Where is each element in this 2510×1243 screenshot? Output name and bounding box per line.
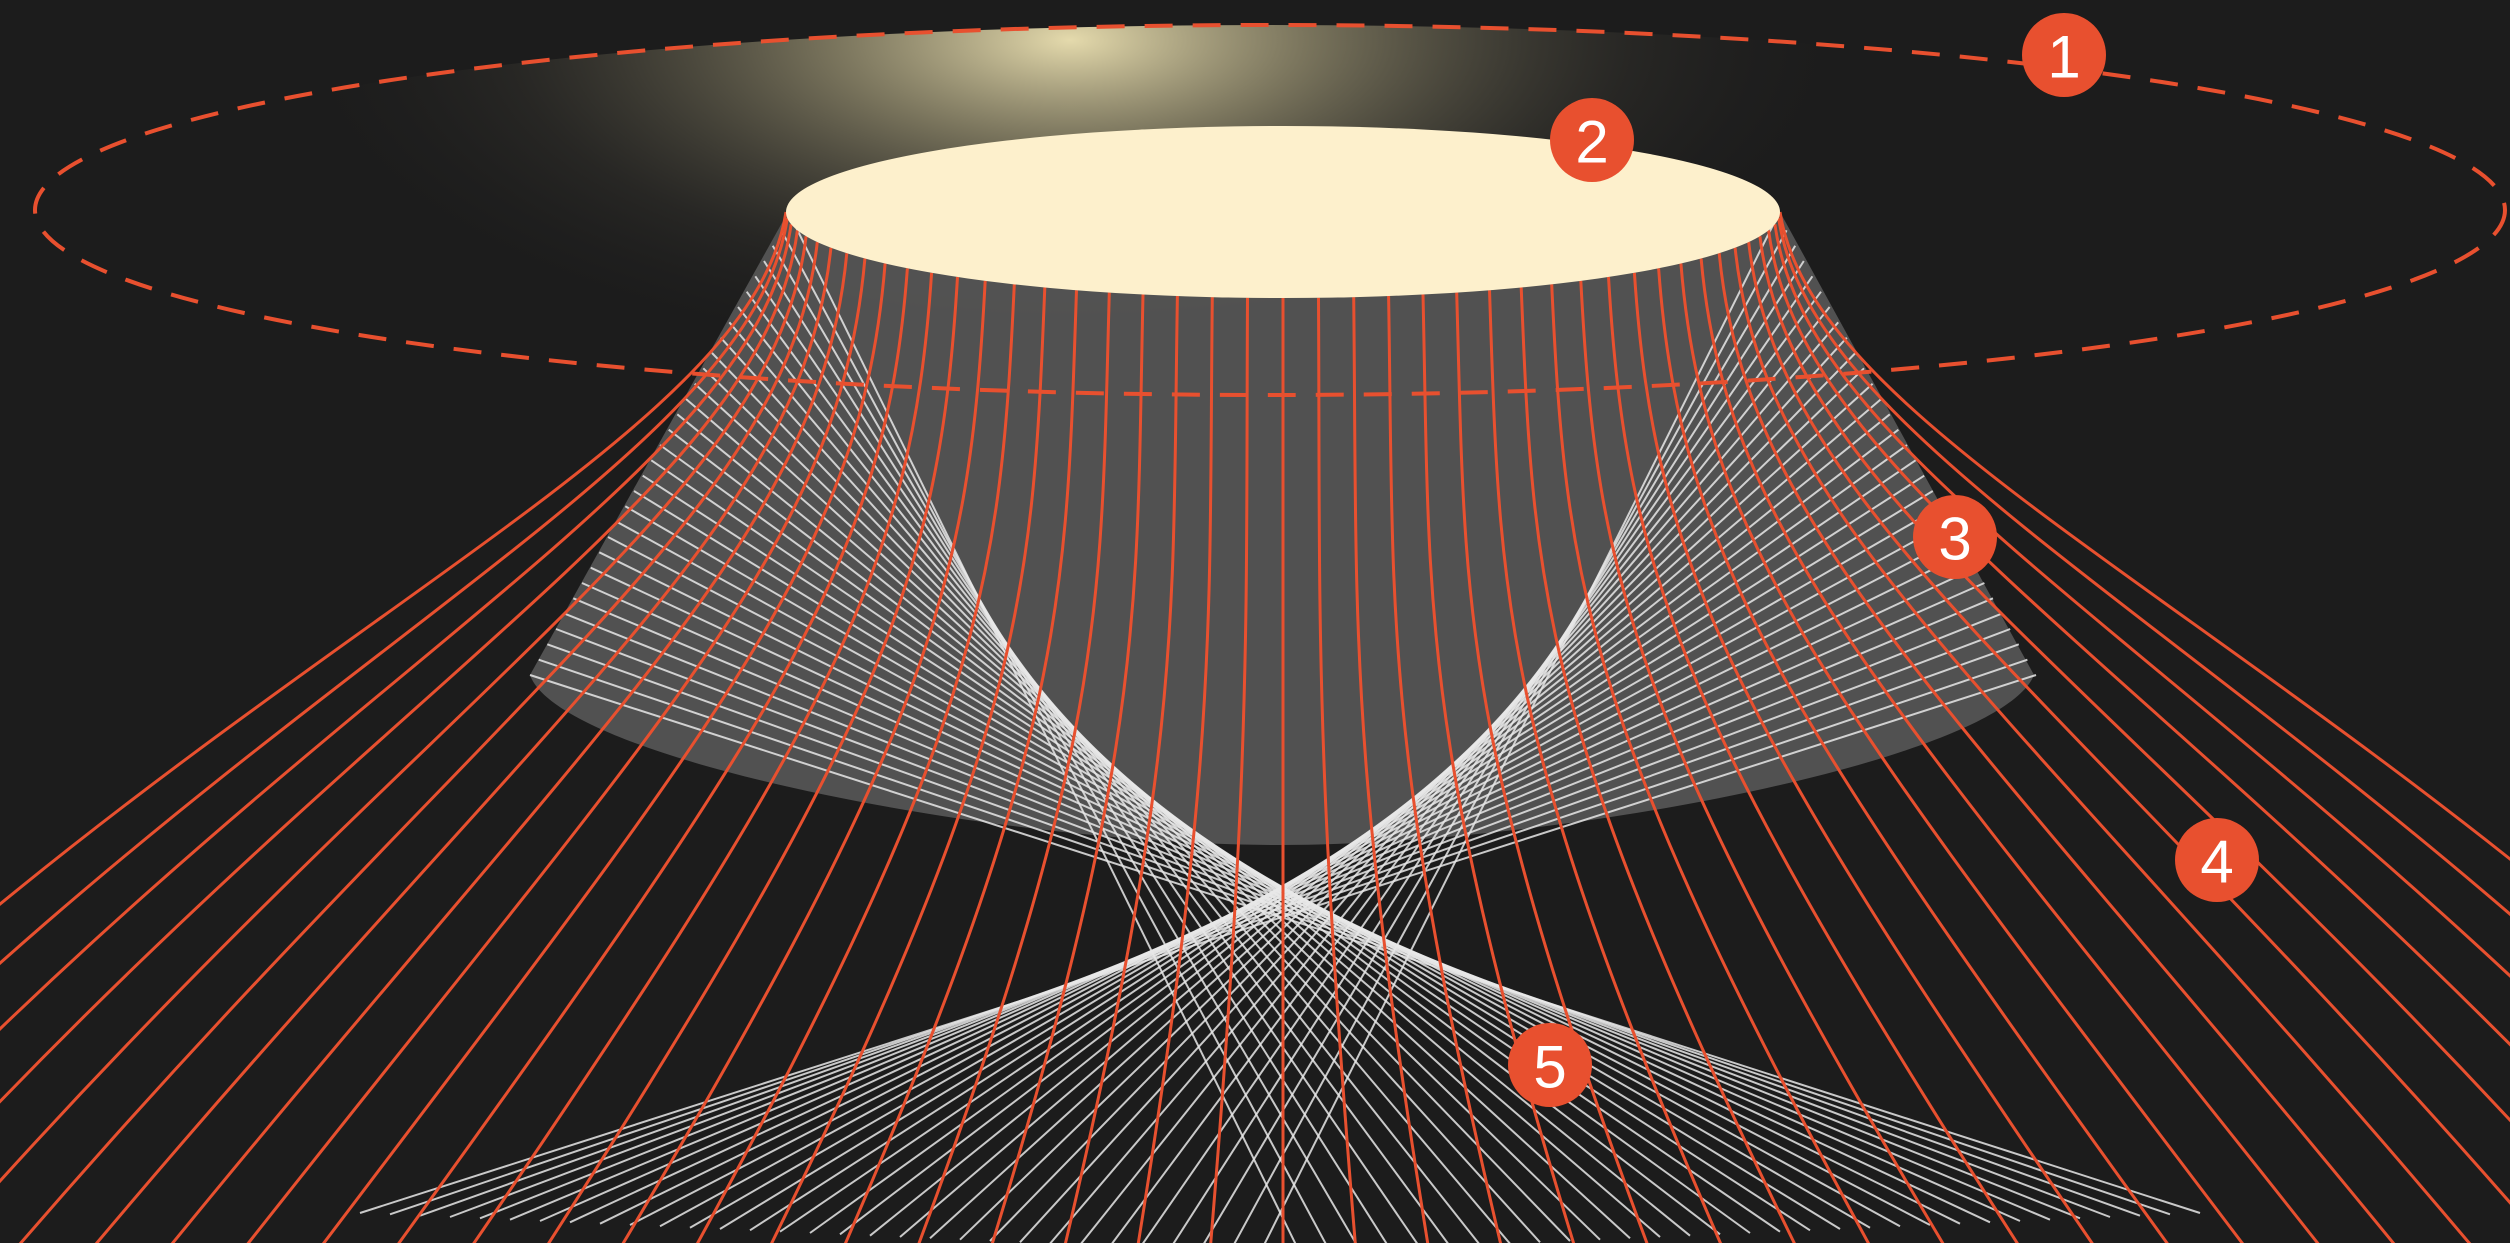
white-ruled-line bbox=[564, 612, 2081, 1220]
red-ray-line bbox=[94, 247, 833, 1243]
white-ruled-line bbox=[572, 597, 2051, 1221]
red-ray-line bbox=[990, 294, 1145, 1243]
red-ray-line bbox=[1632, 272, 2094, 1243]
red-ray-line bbox=[621, 280, 987, 1243]
red-ray-line bbox=[1209, 297, 1249, 1243]
white-ruled-line bbox=[754, 275, 1418, 1243]
red-ray-line bbox=[1733, 247, 2472, 1243]
marker-4-label: 4 bbox=[2200, 829, 2233, 896]
red-ray-line bbox=[1679, 263, 2245, 1243]
red-ray-line bbox=[0, 211, 788, 907]
white-ruled-line bbox=[607, 536, 1931, 1226]
white-ruled-line bbox=[359, 674, 2037, 1214]
marker-5: 5 bbox=[1508, 1023, 1592, 1107]
red-ray-line bbox=[1717, 253, 2396, 1243]
white-ruled-line bbox=[479, 612, 2002, 1220]
red-ray-line bbox=[770, 287, 1047, 1243]
white-ruled-line bbox=[629, 536, 1960, 1226]
white-ruled-line bbox=[659, 520, 1951, 1228]
white-ruled-line bbox=[789, 214, 1297, 1243]
white-ruled-line bbox=[1111, 291, 1822, 1243]
red-ray-line bbox=[472, 272, 934, 1243]
marker-4-circle bbox=[2175, 818, 2259, 902]
white-ruled-line bbox=[1203, 245, 1797, 1243]
white-ruled-lines bbox=[359, 214, 2201, 1243]
red-ray-line bbox=[1758, 236, 2510, 1123]
white-ruled-line bbox=[1049, 321, 1839, 1243]
white-ruled-line bbox=[449, 628, 2011, 1218]
red-ray-line bbox=[1488, 290, 1723, 1243]
white-ruled-line bbox=[771, 245, 1357, 1243]
marker-1-label: 1 bbox=[2047, 24, 2080, 91]
marker-3: 3 bbox=[1913, 495, 1997, 579]
marker-3-circle bbox=[1913, 495, 1997, 579]
marker-5-label: 5 bbox=[1533, 1034, 1566, 1101]
marker-2-circle bbox=[1550, 98, 1634, 182]
red-ray-line bbox=[1747, 241, 2510, 1205]
marker-2-label: 2 bbox=[1575, 109, 1608, 176]
red-ray-line bbox=[0, 236, 808, 1184]
red-ray-line bbox=[0, 217, 789, 966]
white-ruled-line bbox=[590, 566, 1991, 1224]
red-ray-line bbox=[1550, 284, 1871, 1243]
red-ray-line bbox=[1317, 297, 1357, 1243]
red-ray-line bbox=[1519, 287, 1796, 1243]
white-ruled-line bbox=[389, 658, 2028, 1216]
red-ray-line bbox=[1387, 295, 1503, 1243]
white-ruled-line bbox=[780, 229, 1327, 1243]
marker-1-circle bbox=[2022, 13, 2106, 97]
red-ray-line bbox=[1136, 297, 1214, 1243]
red-ray-line bbox=[1607, 276, 2019, 1243]
red-ray-line bbox=[1063, 295, 1179, 1243]
white-ruled-line bbox=[546, 643, 2141, 1217]
white-ruled-line bbox=[419, 643, 2020, 1217]
white-ruled-line bbox=[1233, 229, 1788, 1243]
red-ray-line bbox=[1579, 280, 1945, 1243]
red-ray-line bbox=[0, 230, 799, 1104]
marker-3-label: 3 bbox=[1938, 506, 1971, 573]
white-ruled-line bbox=[616, 520, 1901, 1228]
red-ray-line bbox=[1777, 217, 2510, 917]
white-ruled-line bbox=[745, 291, 1449, 1243]
red-ray-line bbox=[1657, 268, 2169, 1243]
red-ray-line bbox=[547, 276, 959, 1243]
red-ray-line bbox=[246, 258, 867, 1243]
marker-1: 1 bbox=[2022, 13, 2106, 97]
white-ruled-line bbox=[509, 597, 1994, 1221]
red-ray-line bbox=[1773, 223, 2510, 978]
red-ray-line bbox=[1778, 211, 2510, 861]
red-ray-line bbox=[917, 292, 1111, 1243]
white-ruled-line bbox=[1172, 260, 1805, 1243]
white-ruled-line bbox=[569, 566, 1977, 1224]
outer-dashed-ellipse bbox=[33, 23, 2507, 397]
marker-2: 2 bbox=[1550, 98, 1634, 182]
white-ruled-line bbox=[763, 260, 1388, 1243]
red-ray-line bbox=[0, 223, 793, 1031]
red-ray-line bbox=[695, 284, 1016, 1243]
red-ray-line bbox=[843, 290, 1078, 1243]
top-disc bbox=[786, 126, 1780, 298]
marker-5-circle bbox=[1508, 1023, 1592, 1107]
red-ray-line bbox=[170, 253, 849, 1243]
red-ray-line bbox=[1352, 297, 1430, 1243]
white-ruled-line bbox=[689, 505, 1942, 1229]
red-ray-line bbox=[18, 241, 819, 1243]
white-ruled-line bbox=[1263, 214, 1779, 1243]
red-ray-line bbox=[321, 263, 887, 1243]
white-ruled-line bbox=[1142, 275, 1814, 1243]
red-ray-line bbox=[397, 268, 909, 1243]
red-ray-line bbox=[1767, 230, 2510, 1047]
red-ray-line bbox=[1455, 292, 1649, 1243]
red-ray-lines bbox=[0, 211, 2510, 1243]
marker-4: 4 bbox=[2175, 818, 2259, 902]
